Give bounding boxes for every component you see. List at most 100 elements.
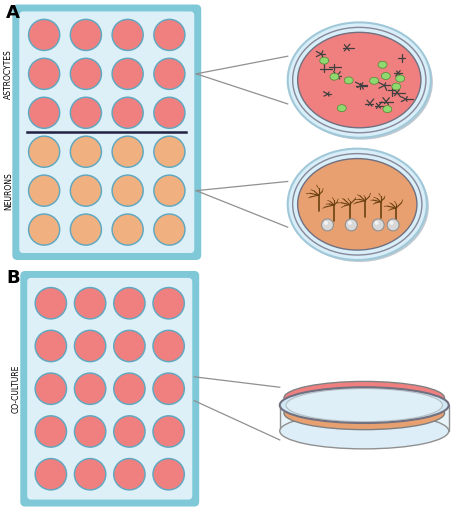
Circle shape	[113, 137, 143, 166]
Circle shape	[35, 458, 67, 491]
Circle shape	[346, 219, 357, 231]
Circle shape	[324, 221, 328, 225]
FancyBboxPatch shape	[19, 11, 194, 253]
Ellipse shape	[320, 57, 328, 64]
Circle shape	[321, 219, 333, 231]
Circle shape	[113, 59, 143, 88]
Circle shape	[319, 410, 322, 413]
Ellipse shape	[337, 105, 346, 112]
Circle shape	[28, 174, 60, 207]
Circle shape	[111, 19, 144, 51]
Circle shape	[111, 97, 144, 129]
Circle shape	[154, 331, 183, 361]
Ellipse shape	[392, 83, 401, 90]
Ellipse shape	[290, 24, 433, 140]
Circle shape	[113, 176, 143, 205]
Circle shape	[71, 59, 100, 88]
Ellipse shape	[288, 22, 431, 138]
Text: ASTROCYTES: ASTROCYTES	[4, 49, 13, 99]
Circle shape	[113, 372, 146, 405]
Circle shape	[152, 415, 185, 448]
Circle shape	[73, 372, 107, 405]
FancyBboxPatch shape	[27, 278, 192, 499]
Circle shape	[359, 408, 369, 418]
Circle shape	[372, 219, 384, 231]
Circle shape	[113, 215, 143, 245]
Circle shape	[153, 174, 186, 207]
Circle shape	[73, 458, 107, 491]
Text: CO-CULTURE: CO-CULTURE	[12, 364, 21, 413]
Circle shape	[153, 57, 186, 90]
Circle shape	[36, 374, 66, 404]
Ellipse shape	[280, 413, 449, 449]
Circle shape	[28, 214, 60, 246]
Circle shape	[155, 137, 184, 166]
Ellipse shape	[344, 77, 353, 84]
Circle shape	[114, 417, 144, 446]
Circle shape	[111, 214, 144, 246]
Circle shape	[75, 288, 105, 318]
Circle shape	[35, 287, 67, 320]
Ellipse shape	[280, 387, 449, 423]
Circle shape	[71, 137, 100, 166]
Circle shape	[152, 287, 185, 320]
Ellipse shape	[284, 382, 445, 415]
Circle shape	[362, 410, 365, 413]
Ellipse shape	[400, 394, 407, 399]
Circle shape	[113, 415, 146, 448]
Ellipse shape	[396, 75, 405, 82]
Circle shape	[29, 215, 59, 245]
Ellipse shape	[378, 61, 387, 68]
Ellipse shape	[322, 392, 329, 397]
Circle shape	[154, 374, 183, 404]
Circle shape	[29, 176, 59, 205]
Circle shape	[70, 57, 102, 90]
Ellipse shape	[384, 400, 392, 405]
Circle shape	[73, 415, 107, 448]
Circle shape	[317, 408, 327, 418]
Ellipse shape	[337, 395, 344, 400]
Circle shape	[36, 459, 66, 489]
Circle shape	[75, 331, 105, 361]
Circle shape	[154, 288, 183, 318]
Circle shape	[153, 19, 186, 51]
Circle shape	[113, 20, 143, 50]
Ellipse shape	[382, 72, 390, 80]
Circle shape	[70, 174, 102, 207]
Ellipse shape	[284, 397, 445, 430]
Circle shape	[155, 98, 184, 128]
Ellipse shape	[383, 105, 392, 113]
Circle shape	[73, 287, 107, 320]
Circle shape	[75, 459, 105, 489]
Circle shape	[70, 214, 102, 246]
Circle shape	[401, 408, 411, 418]
Circle shape	[71, 215, 100, 245]
Circle shape	[28, 57, 60, 90]
Ellipse shape	[286, 389, 442, 422]
Circle shape	[111, 135, 144, 168]
Circle shape	[152, 329, 185, 362]
Text: A: A	[6, 4, 20, 22]
Circle shape	[73, 329, 107, 362]
Circle shape	[71, 20, 100, 50]
Circle shape	[404, 410, 407, 413]
Circle shape	[155, 176, 184, 205]
FancyBboxPatch shape	[12, 5, 201, 260]
Circle shape	[114, 374, 144, 404]
Circle shape	[36, 288, 66, 318]
Circle shape	[35, 329, 67, 362]
Circle shape	[113, 329, 146, 362]
Circle shape	[154, 459, 183, 489]
Circle shape	[29, 98, 59, 128]
Circle shape	[153, 97, 186, 129]
Ellipse shape	[298, 33, 421, 128]
Circle shape	[75, 374, 105, 404]
Circle shape	[154, 417, 183, 446]
Circle shape	[155, 20, 184, 50]
Circle shape	[28, 135, 60, 168]
Circle shape	[114, 331, 144, 361]
Circle shape	[75, 417, 105, 446]
Circle shape	[152, 372, 185, 405]
Circle shape	[28, 97, 60, 129]
Ellipse shape	[330, 73, 339, 80]
